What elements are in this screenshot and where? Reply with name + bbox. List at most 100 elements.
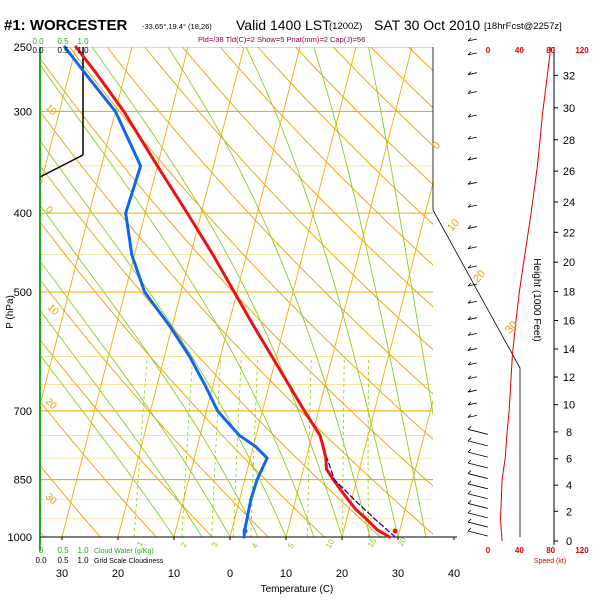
moist-adiabat-label: 0: [430, 140, 443, 152]
wind-barb-staff: [467, 91, 478, 94]
wind-barb-flag: [467, 500, 472, 504]
wind-barb-flag: [467, 361, 472, 366]
wind-barb-staff: [467, 246, 478, 250]
speed-axis-bottom-label: 0: [486, 546, 491, 555]
moist-adiabat-line: [91, 47, 343, 537]
title-utc: (1200Z): [329, 21, 362, 32]
height-tick-label: 0: [566, 536, 572, 548]
wind-barb-flag: [467, 509, 472, 514]
wind-barb-flag: [467, 332, 472, 336]
wind-barb: [467, 135, 478, 140]
moist-adiabat-label: 20: [471, 268, 488, 285]
wind-barb-flag: [467, 113, 472, 118]
grid-clip-group: [40, 47, 580, 537]
speed-axis-top-label: 120: [575, 46, 589, 55]
wind-barb-flag: [467, 480, 472, 485]
mixing-ratio-line: [342, 356, 345, 537]
wind-speed-line: [499, 46, 552, 542]
wind-barb-flag: [467, 459, 472, 464]
wind-barb: [467, 490, 488, 500]
height-tick-label: 18: [563, 287, 575, 299]
height-tick-label: 26: [563, 166, 575, 178]
wind-barb: [467, 470, 488, 479]
mixing-ratio-label: 5: [286, 541, 296, 550]
wind-barb-flag: [467, 282, 472, 287]
speed-panel: [499, 46, 558, 545]
wind-barb-staff: [467, 530, 488, 537]
dry-adiabat-line: [219, 47, 433, 266]
wind-barb: [467, 401, 478, 406]
temperature-tick-label: 20: [112, 568, 124, 580]
dry-adiabat-line: [40, 165, 381, 537]
cloud-top-sub-label: 0.0: [32, 46, 44, 55]
moist-adiabat-line: [40, 204, 259, 537]
wind-barb-staff: [467, 428, 488, 435]
title-station: #1: WORCESTER: [4, 17, 128, 34]
temperature-tick-label: 40: [448, 568, 460, 580]
pressure-tick-label: 700: [14, 406, 32, 418]
mixing-ratio-line: [133, 356, 148, 537]
temperature-profile-line: [74, 45, 392, 539]
wind-barb-staff: [467, 38, 478, 42]
wind-barb-staff: [467, 521, 488, 528]
wind-barb: [467, 37, 478, 42]
wind-barb: [467, 347, 478, 351]
wind-barb-staff: [467, 389, 478, 393]
cloud-water-caption: Cloud Water (g/Kg): [94, 548, 154, 555]
mixing-ratio-label: 10: [324, 537, 337, 550]
wind-barb: [467, 375, 478, 380]
wind-barb-flag: [467, 71, 472, 75]
cloud-top-sub-label: 0.5: [57, 46, 69, 55]
wind-barb-staff: [467, 402, 478, 406]
wind-barb-flag: [467, 264, 472, 269]
dry-adiabat-line: [106, 47, 433, 395]
height-tick-label: 8: [566, 427, 572, 439]
cloud-fraction-segment: [39, 154, 84, 178]
thermo-grid: [40, 47, 580, 537]
wind-barb-flag: [467, 448, 472, 453]
height-tick-label: 28: [563, 135, 575, 147]
wind-barb: [467, 332, 478, 336]
temperature-tick-label: 30: [56, 568, 68, 580]
wind-barb-flag: [467, 490, 472, 495]
moist-adiabat-line: [40, 139, 287, 537]
height-tick-label: 20: [563, 257, 575, 269]
plot-right-boundary: [432, 47, 521, 537]
height-tick-label: 14: [563, 344, 575, 356]
pressure-tick-label: 500: [14, 287, 32, 299]
wind-barb-flag: [467, 375, 472, 380]
wind-barb: [467, 264, 478, 269]
wind-barb: [467, 509, 488, 519]
mixing-ratio-label: 2: [179, 540, 189, 549]
cloud-panel: [39, 47, 84, 178]
wind-barb-staff: [467, 503, 488, 509]
y-axis-title: P (hPa): [5, 295, 16, 329]
cloud-top-label: 1.0: [77, 37, 89, 46]
wind-barb-flag: [467, 426, 472, 430]
height-tick-label: 2: [566, 506, 572, 518]
wind-barb: [467, 181, 478, 185]
wind-barb-staff: [467, 462, 488, 469]
wind-barb: [467, 113, 478, 118]
pressure-tick-label: 250: [14, 42, 32, 54]
moist-adiabat-line: [167, 47, 371, 537]
speed-axis-bottom-label: 40: [515, 546, 524, 555]
wind-barb-staff: [467, 157, 478, 161]
wind-barb: [467, 527, 488, 537]
profiles: [63, 45, 398, 539]
wind-barb-staff: [467, 204, 478, 208]
wind-barb-flag: [467, 437, 472, 442]
isotherm-line: [454, 47, 580, 537]
moist-adiabat-label: 30: [503, 319, 520, 336]
wind-barb: [467, 245, 478, 250]
cloud-top-sub-label: 1.0: [77, 46, 89, 55]
pressure-tick-label: 1000: [8, 532, 32, 544]
cloud-bottom-label: 0: [39, 546, 44, 555]
wind-barb: [467, 299, 478, 304]
title-date: SAT 30 Oct 2010: [374, 17, 480, 33]
wind-barb: [467, 316, 478, 321]
speed-axis-caption: Speed (kt): [534, 558, 566, 565]
wind-barb: [467, 518, 488, 528]
